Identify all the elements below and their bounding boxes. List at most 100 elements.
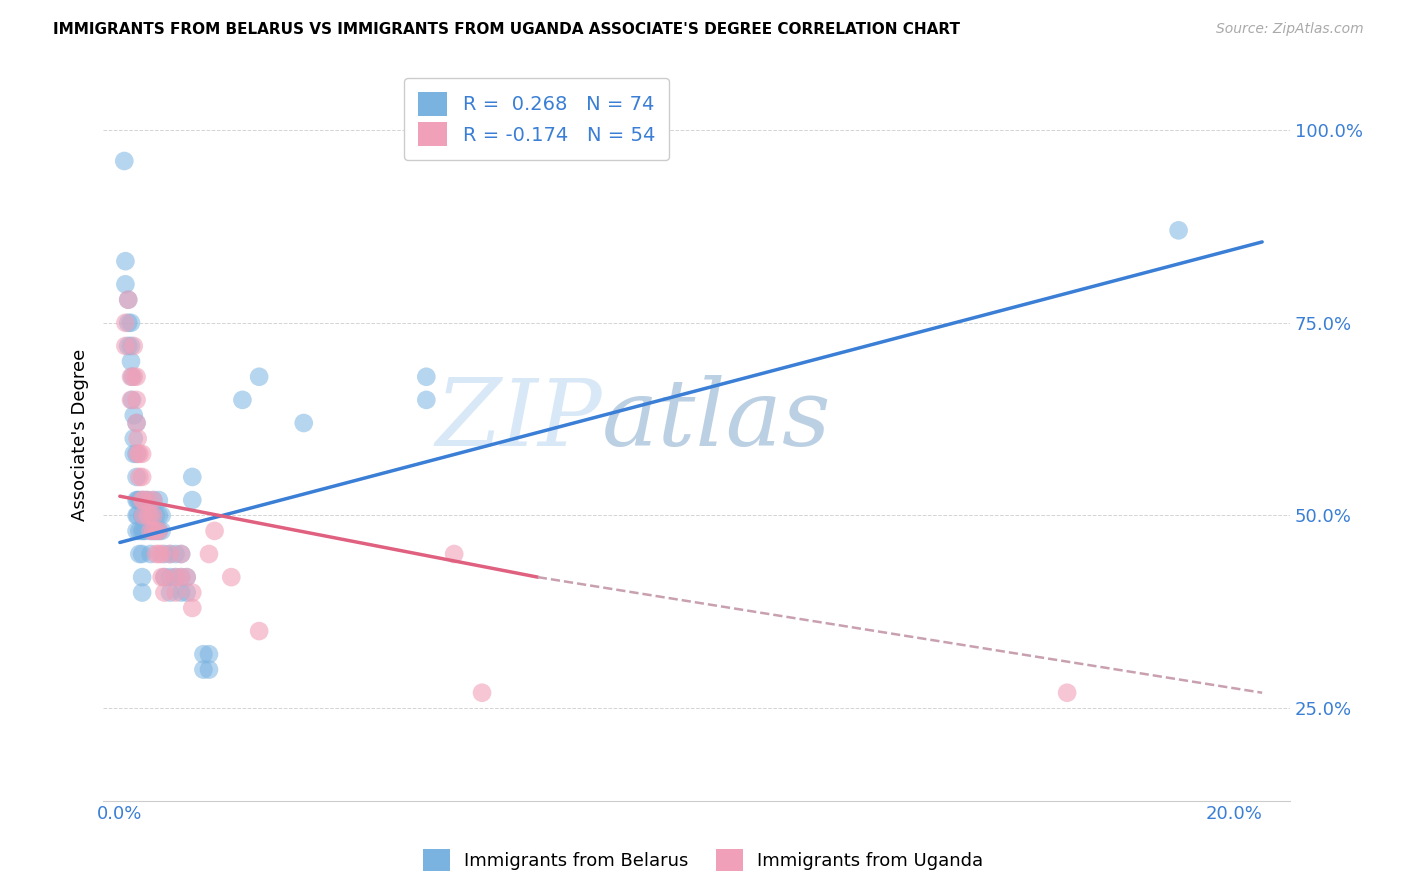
Point: [1167, 223, 1189, 237]
Point: [176, 570, 198, 584]
Point: [117, 293, 139, 307]
Point: [193, 663, 215, 677]
Point: [142, 493, 165, 508]
Point: [145, 524, 167, 538]
Point: [142, 493, 165, 508]
Point: [132, 508, 155, 523]
Point: [112, 153, 135, 168]
Point: [150, 547, 173, 561]
Point: [181, 493, 204, 508]
Point: [145, 524, 167, 538]
Point: [153, 570, 176, 584]
Point: [176, 570, 198, 584]
Point: [139, 524, 162, 538]
Point: [1056, 686, 1078, 700]
Point: [125, 470, 148, 484]
Point: [131, 493, 153, 508]
Point: [165, 570, 187, 584]
Y-axis label: Associate's Degree: Associate's Degree: [72, 349, 89, 521]
Text: Source: ZipAtlas.com: Source: ZipAtlas.com: [1216, 22, 1364, 37]
Point: [114, 277, 136, 292]
Point: [150, 524, 173, 538]
Point: [134, 508, 156, 523]
Point: [125, 493, 148, 508]
Point: [122, 432, 145, 446]
Point: [165, 585, 187, 599]
Point: [148, 547, 170, 561]
Point: [131, 524, 153, 538]
Point: [148, 524, 170, 538]
Point: [150, 508, 173, 523]
Point: [159, 585, 181, 599]
Point: [120, 392, 142, 407]
Point: [121, 392, 143, 407]
Point: [170, 585, 193, 599]
Point: [142, 524, 165, 538]
Point: [198, 663, 221, 677]
Point: [139, 508, 162, 523]
Point: [139, 508, 162, 523]
Point: [125, 369, 148, 384]
Point: [117, 293, 139, 307]
Point: [134, 493, 156, 508]
Point: [443, 547, 465, 561]
Point: [231, 392, 253, 407]
Point: [181, 470, 204, 484]
Point: [193, 647, 215, 661]
Point: [415, 369, 437, 384]
Point: [221, 570, 243, 584]
Point: [165, 570, 187, 584]
Point: [159, 547, 181, 561]
Point: [198, 547, 221, 561]
Point: [120, 354, 142, 368]
Point: [204, 524, 226, 538]
Point: [131, 508, 153, 523]
Point: [128, 547, 150, 561]
Point: [170, 570, 193, 584]
Point: [159, 547, 181, 561]
Point: [128, 447, 150, 461]
Point: [121, 369, 143, 384]
Text: atlas: atlas: [602, 375, 831, 465]
Point: [153, 585, 176, 599]
Point: [114, 316, 136, 330]
Point: [247, 624, 270, 638]
Point: [122, 339, 145, 353]
Legend: Immigrants from Belarus, Immigrants from Uganda: Immigrants from Belarus, Immigrants from…: [415, 842, 991, 879]
Point: [145, 508, 167, 523]
Point: [131, 570, 153, 584]
Point: [120, 369, 142, 384]
Point: [131, 493, 153, 508]
Point: [170, 570, 193, 584]
Point: [159, 570, 181, 584]
Point: [136, 493, 159, 508]
Point: [139, 524, 162, 538]
Point: [148, 493, 170, 508]
Point: [122, 369, 145, 384]
Point: [117, 316, 139, 330]
Point: [148, 508, 170, 523]
Point: [125, 416, 148, 430]
Point: [134, 524, 156, 538]
Point: [142, 508, 165, 523]
Point: [145, 547, 167, 561]
Point: [153, 570, 176, 584]
Point: [136, 493, 159, 508]
Point: [125, 524, 148, 538]
Point: [114, 339, 136, 353]
Text: ZIP: ZIP: [434, 375, 602, 465]
Point: [148, 524, 170, 538]
Point: [117, 339, 139, 353]
Point: [181, 601, 204, 615]
Point: [153, 547, 176, 561]
Point: [292, 416, 315, 430]
Point: [125, 447, 148, 461]
Point: [136, 508, 159, 523]
Point: [128, 470, 150, 484]
Point: [127, 508, 149, 523]
Point: [131, 470, 153, 484]
Point: [198, 647, 221, 661]
Point: [247, 369, 270, 384]
Point: [128, 524, 150, 538]
Point: [125, 416, 148, 430]
